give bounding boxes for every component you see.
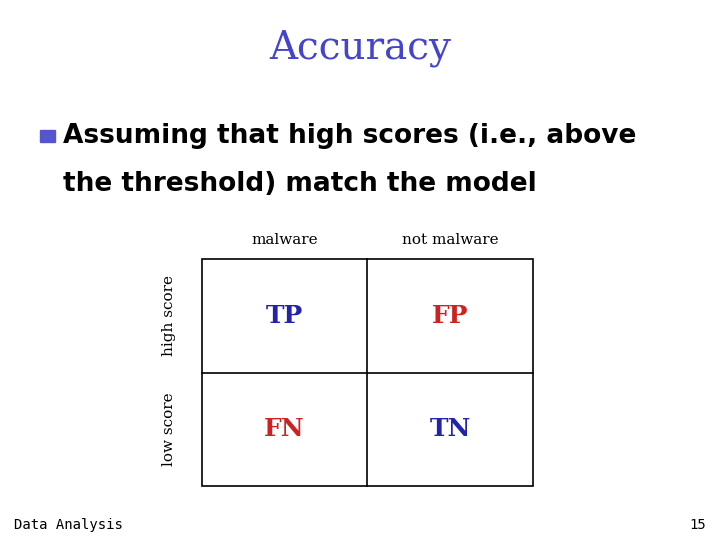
Text: TN: TN: [429, 417, 471, 441]
Text: FP: FP: [432, 304, 468, 328]
Bar: [40, 130, 55, 142]
Bar: [202, 259, 533, 486]
Text: malware: malware: [251, 233, 318, 247]
Text: high score: high score: [162, 275, 176, 356]
Text: low score: low score: [162, 393, 176, 466]
Text: Data Analysis: Data Analysis: [14, 518, 123, 532]
Text: the threshold) match the model: the threshold) match the model: [63, 171, 537, 197]
Text: not malware: not malware: [402, 233, 498, 247]
Text: 15: 15: [689, 518, 706, 532]
Text: Assuming that high scores (i.e., above: Assuming that high scores (i.e., above: [63, 123, 636, 148]
Text: TP: TP: [266, 304, 303, 328]
Text: Accuracy: Accuracy: [269, 30, 451, 68]
Text: FN: FN: [264, 417, 305, 441]
